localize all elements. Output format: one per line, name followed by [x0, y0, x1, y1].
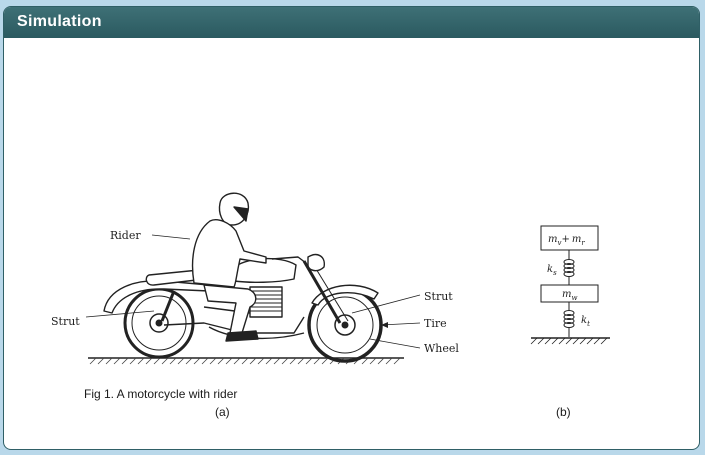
ground	[88, 357, 404, 365]
spring-kt-label: kt	[581, 315, 590, 328]
mass-top-box	[540, 225, 599, 251]
figure-caption: Fig 1. A motorcycle with rider	[84, 387, 237, 401]
rider	[191, 192, 267, 342]
subfigure-b-label: (b)	[556, 405, 571, 419]
label-wheel: Wheel	[424, 342, 459, 355]
mass-top-label: mv+ mr	[548, 234, 585, 247]
quarter-car-model: mv+ mr ks mw kt	[530, 225, 610, 345]
model-ground	[530, 337, 610, 345]
label-strut-front: Strut	[424, 290, 453, 303]
spring-ks	[563, 250, 575, 285]
label-tire: Tire	[424, 317, 447, 330]
motorcycle-figure: Rider Strut Strut Tire Wheel Fig 1. A mo…	[51, 192, 610, 419]
spring-kt	[563, 302, 575, 337]
label-rider: Rider	[110, 229, 141, 242]
spring-ks-label: ks	[547, 264, 557, 277]
subfigure-a-label: (a)	[215, 405, 230, 419]
panel-title: Simulation	[4, 7, 699, 38]
rear-wheel	[123, 287, 195, 359]
simulation-panel: Simulation	[3, 6, 700, 450]
mass-wheel-label: mw	[562, 289, 577, 302]
label-strut-rear: Strut	[51, 315, 80, 328]
